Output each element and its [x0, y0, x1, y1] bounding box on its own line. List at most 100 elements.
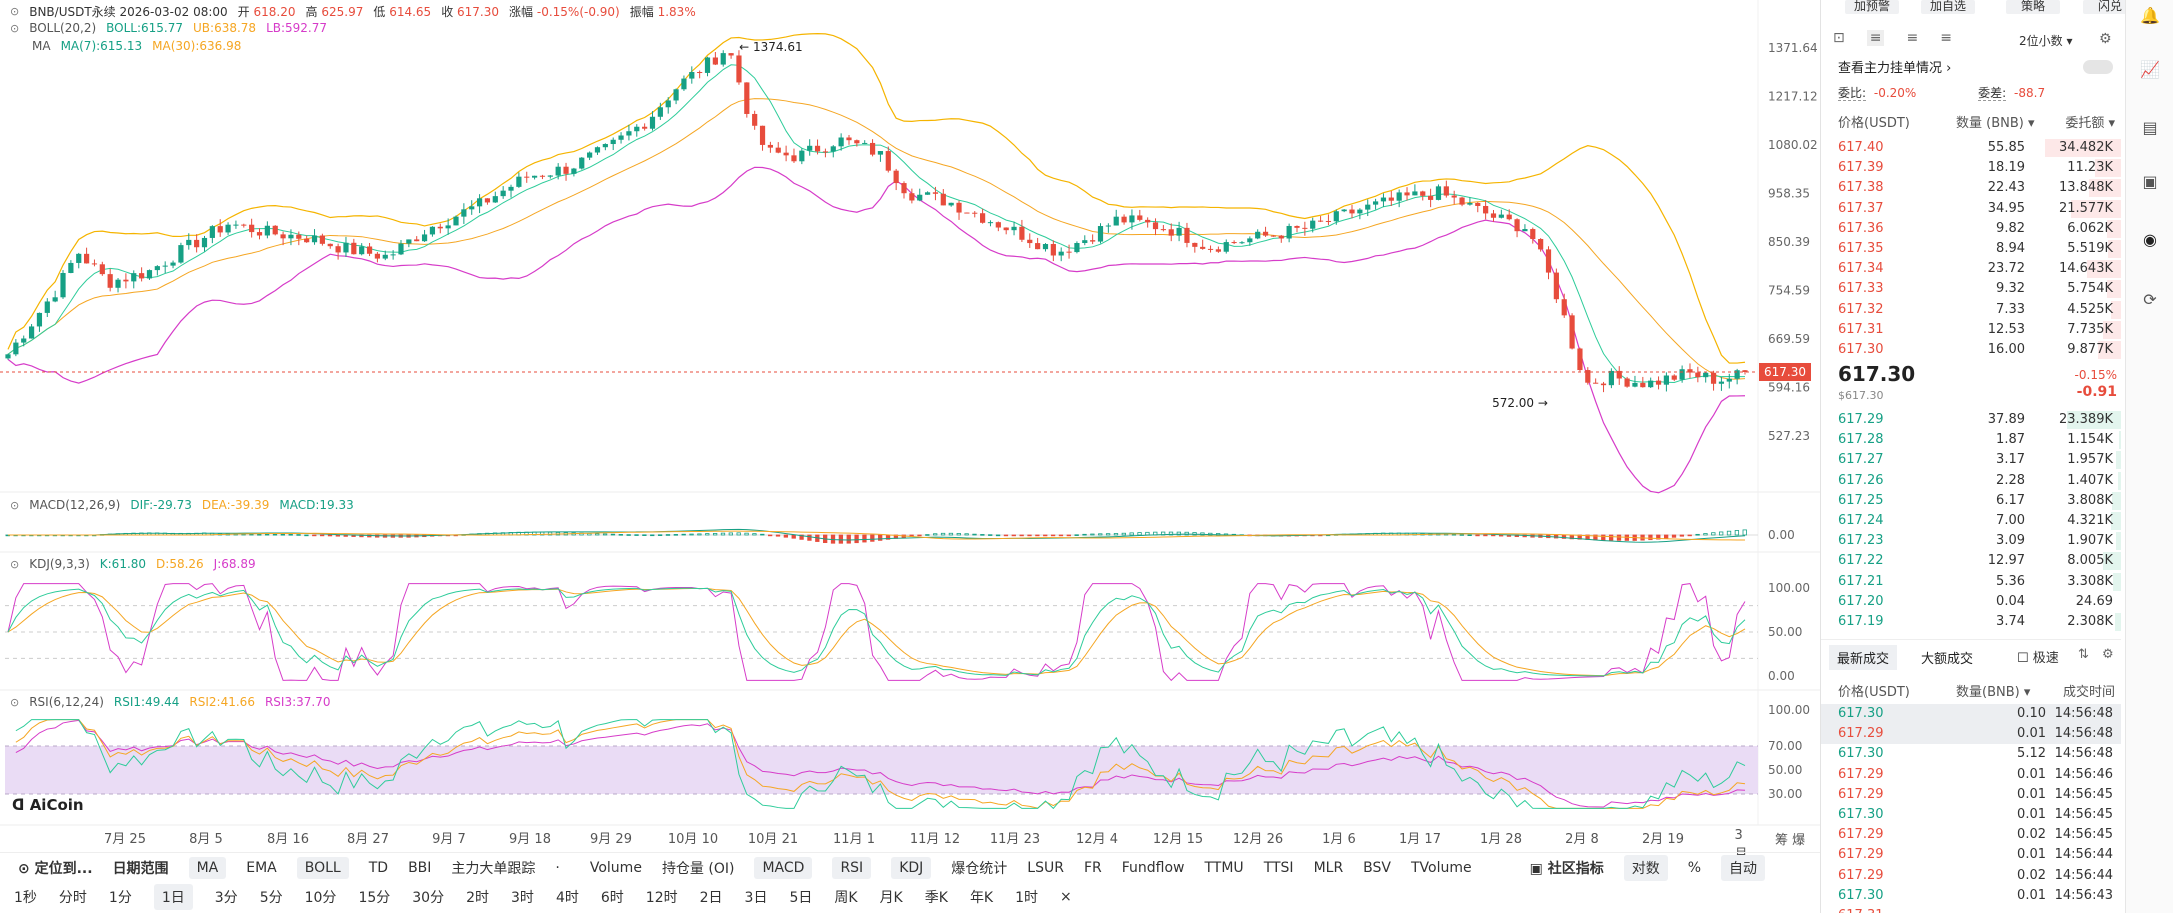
indicator-17[interactable]: Fundflow: [1121, 859, 1185, 876]
bell-icon[interactable]: 🔔: [2140, 6, 2160, 25]
collapse-icon[interactable]: ⊙: [10, 498, 20, 512]
indicator-12[interactable]: RSI: [832, 856, 872, 879]
bid-row[interactable]: 617.23 3.09 1.907K: [1821, 531, 2121, 551]
tab-large-trades[interactable]: 大额成交: [1921, 652, 1974, 667]
chart-line-icon[interactable]: 📈: [2140, 60, 2160, 79]
period-4[interactable]: 3分: [214, 890, 238, 906]
bid-row[interactable]: 617.19 3.74 2.308K: [1821, 612, 2121, 632]
indicator-0[interactable]: ⊙ 定位到...: [18, 860, 93, 877]
ask-row[interactable]: 617.34 23.72 14.643K: [1821, 259, 2121, 279]
ask-row[interactable]: 617.30 16.00 9.877K: [1821, 340, 2121, 360]
indicator-18[interactable]: TTMU: [1204, 859, 1244, 876]
indicator-9[interactable]: Volume: [589, 859, 642, 876]
bid-row[interactable]: 617.28 1.87 1.154K: [1821, 430, 2121, 450]
ask-row[interactable]: 617.36 9.82 6.062K: [1821, 219, 2121, 239]
top-button-0[interactable]: 加预警: [1845, 0, 1899, 14]
ask-row[interactable]: 617.35 8.94 5.519K: [1821, 239, 2121, 259]
period-0[interactable]: 1秒: [14, 890, 37, 906]
period-8[interactable]: 30分: [412, 890, 445, 906]
period-9[interactable]: 2时: [466, 890, 490, 906]
view-bids-icon[interactable]: ≡: [1906, 30, 1919, 46]
period-17[interactable]: 周K: [834, 890, 858, 906]
bid-row[interactable]: 617.27 3.17 1.957K: [1821, 450, 2121, 470]
indicator-26[interactable]: 自动: [1721, 854, 1766, 881]
period-13[interactable]: 12时: [645, 890, 678, 906]
indicator-19[interactable]: TTSI: [1263, 859, 1294, 876]
indicator-11[interactable]: MACD: [754, 856, 813, 879]
ask-row[interactable]: 617.40 55.85 34.482K: [1821, 138, 2121, 158]
bid-row[interactable]: 617.20 0.04 24.69: [1821, 592, 2121, 612]
indicator-20[interactable]: MLR: [1313, 859, 1344, 876]
ask-row[interactable]: 617.37 34.95 21.577K: [1821, 199, 2121, 219]
view-mixed-icon[interactable]: ≡: [1940, 30, 1952, 46]
indicator-24[interactable]: 对数: [1623, 854, 1668, 881]
col-qty[interactable]: 数量 (BNB) ▾: [1956, 116, 2035, 131]
indicator-14[interactable]: 爆仓统计: [951, 860, 1008, 877]
trades-settings-icon[interactable]: ⚙: [2102, 647, 2114, 662]
card-icon[interactable]: ▣: [2142, 172, 2158, 191]
period-15[interactable]: 3日: [744, 890, 768, 906]
indicator-7[interactable]: 主力大单跟踪: [451, 860, 536, 877]
refresh-icon[interactable]: ⟳: [2143, 290, 2157, 309]
collapse-icon[interactable]: ⊙: [10, 21, 20, 35]
panel-icon[interactable]: ▤: [2142, 118, 2158, 137]
top-button-2[interactable]: 策略: [2006, 0, 2060, 14]
period-12[interactable]: 6时: [600, 890, 624, 906]
bid-row[interactable]: 617.24 7.00 4.321K: [1821, 511, 2121, 531]
ask-row[interactable]: 617.39 18.19 11.23K: [1821, 158, 2121, 178]
indicator-10[interactable]: 持仓量 (OI): [661, 860, 735, 877]
ask-row[interactable]: 617.33 9.32 5.754K: [1821, 279, 2121, 299]
period-21[interactable]: 1时: [1015, 890, 1039, 906]
period-5[interactable]: 5分: [259, 890, 283, 906]
indicator-13[interactable]: KDJ: [891, 856, 932, 879]
sort-icon[interactable]: ⇅: [2078, 647, 2089, 662]
bid-row[interactable]: 617.21 5.36 3.308K: [1821, 572, 2121, 592]
indicator-2[interactable]: MA: [188, 856, 227, 879]
tab-latest-trades[interactable]: 最新成交: [1829, 645, 1898, 670]
indicator-5[interactable]: TD: [368, 859, 389, 876]
indicator-23[interactable]: ▣ 社区指标: [1529, 860, 1604, 877]
indicator-8[interactable]: ·: [555, 859, 560, 876]
ask-row[interactable]: 617.32 7.33 4.525K: [1821, 300, 2121, 320]
period-16[interactable]: 5日: [789, 890, 813, 906]
ma-title[interactable]: MA: [32, 39, 51, 53]
indicator-6[interactable]: BBI: [408, 859, 432, 876]
period-20[interactable]: 年K: [969, 890, 994, 906]
collapse-icon[interactable]: ⊙: [10, 557, 20, 571]
period-14[interactable]: 2日: [699, 890, 723, 906]
bid-row[interactable]: 617.29 37.89 23.389K: [1821, 410, 2121, 430]
kdj-title[interactable]: KDJ(9,3,3): [29, 557, 90, 571]
indicator-3[interactable]: EMA: [246, 859, 277, 876]
period-1[interactable]: 分时: [58, 890, 87, 906]
liq-label[interactable]: 爆: [1792, 833, 1806, 848]
robot-icon[interactable]: ◉: [2143, 230, 2157, 249]
period-10[interactable]: 3时: [511, 890, 534, 906]
ask-row[interactable]: 617.38 22.43 13.848K: [1821, 178, 2121, 198]
kline-chart-area[interactable]: 1371.64 1217.12 1080.02 958.35 850.39 754.59 6…: [0, 0, 1820, 913]
period-19[interactable]: 季K: [924, 890, 948, 906]
period-2[interactable]: 1分: [108, 890, 132, 906]
period-11[interactable]: 4时: [555, 890, 579, 906]
view-both-icon[interactable]: ⊡: [1833, 30, 1845, 46]
col-total[interactable]: 委托额 ▾: [2065, 116, 2115, 131]
boll-title[interactable]: BOLL(20,2): [29, 21, 97, 35]
period-7[interactable]: 15分: [358, 890, 391, 906]
chip-label[interactable]: 筹: [1775, 833, 1789, 848]
indicator-21[interactable]: BSV: [1363, 859, 1391, 876]
bid-row[interactable]: 617.26 2.28 1.407K: [1821, 471, 2121, 491]
main-orders-toggle[interactable]: [2083, 60, 2113, 74]
bid-row[interactable]: 617.22 12.97 8.005K: [1821, 551, 2121, 571]
indicator-15[interactable]: LSUR: [1027, 859, 1064, 876]
settings-icon[interactable]: ⚙: [2099, 31, 2112, 47]
top-button-1[interactable]: 加自选: [1921, 0, 1975, 14]
tcol-qty[interactable]: 数量(BNB) ▾: [1956, 685, 2031, 700]
indicator-25[interactable]: %: [1687, 859, 1702, 876]
rsi-title[interactable]: RSI(6,12,24): [29, 695, 104, 709]
bid-row[interactable]: 617.25 6.17 3.808K: [1821, 491, 2121, 511]
decimals-select[interactable]: 2位小数 ▾: [2019, 34, 2073, 48]
period-22[interactable]: ×: [1060, 889, 1072, 905]
indicator-1[interactable]: 日期范围: [112, 860, 169, 877]
ask-row[interactable]: 617.31 12.53 7.735K: [1821, 320, 2121, 340]
period-6[interactable]: 10分: [304, 890, 337, 906]
view-asks-icon[interactable]: ≡: [1866, 30, 1885, 46]
